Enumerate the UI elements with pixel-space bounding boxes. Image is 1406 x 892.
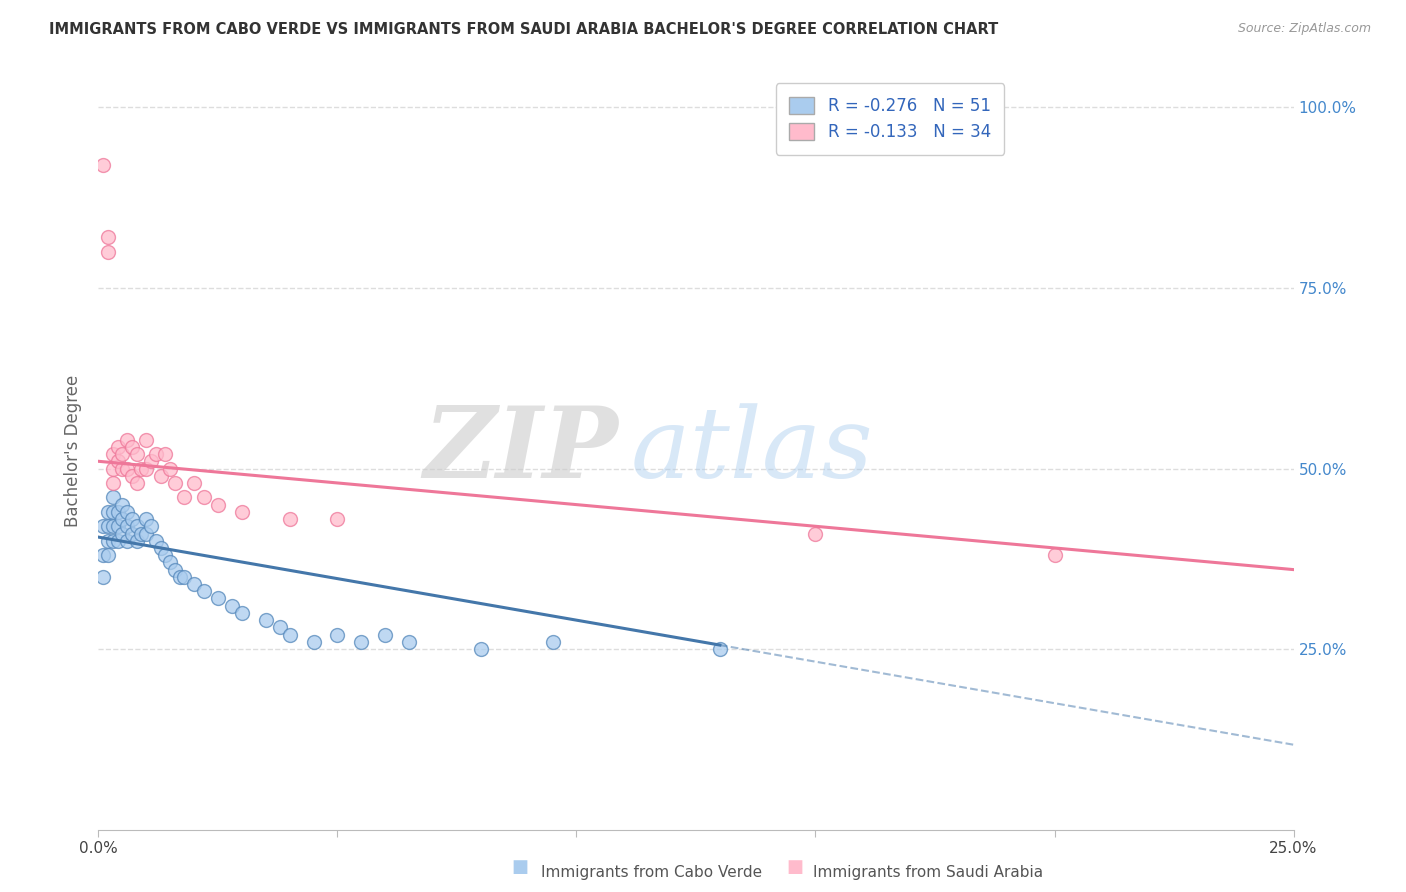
- Text: IMMIGRANTS FROM CABO VERDE VS IMMIGRANTS FROM SAUDI ARABIA BACHELOR'S DEGREE COR: IMMIGRANTS FROM CABO VERDE VS IMMIGRANTS…: [49, 22, 998, 37]
- Point: [278, 512, 301, 526]
- Point: [121, 512, 143, 526]
- Point: [139, 519, 162, 533]
- Point: [163, 475, 186, 490]
- Point: [125, 519, 148, 533]
- Point: [183, 577, 205, 591]
- Point: [269, 620, 291, 634]
- Point: [121, 526, 143, 541]
- Point: [121, 468, 143, 483]
- Point: [91, 158, 114, 172]
- Point: [1043, 548, 1066, 562]
- Point: [374, 627, 396, 641]
- Point: [231, 505, 253, 519]
- Point: [139, 454, 162, 468]
- Point: [131, 461, 153, 475]
- Point: [115, 533, 138, 548]
- Point: [135, 461, 157, 475]
- Point: [101, 533, 124, 548]
- Text: Immigrants from Saudi Arabia: Immigrants from Saudi Arabia: [813, 865, 1043, 880]
- Text: Immigrants from Cabo Verde: Immigrants from Cabo Verde: [541, 865, 762, 880]
- Point: [107, 533, 129, 548]
- Point: [91, 570, 114, 584]
- Point: [159, 555, 181, 569]
- Text: ZIP: ZIP: [423, 402, 619, 499]
- Point: [97, 519, 120, 533]
- Point: [91, 548, 114, 562]
- Point: [709, 642, 731, 657]
- Point: [125, 533, 148, 548]
- Point: [135, 526, 157, 541]
- Point: [101, 491, 124, 505]
- Point: [804, 526, 827, 541]
- Text: Source: ZipAtlas.com: Source: ZipAtlas.com: [1237, 22, 1371, 36]
- Point: [173, 491, 195, 505]
- Point: [159, 461, 181, 475]
- Point: [398, 635, 420, 649]
- Point: [97, 230, 120, 244]
- Point: [111, 447, 134, 461]
- Text: atlas: atlas: [630, 403, 873, 498]
- Point: [91, 519, 114, 533]
- Point: [115, 461, 138, 475]
- Point: [101, 519, 124, 533]
- Point: [145, 533, 167, 548]
- Point: [169, 570, 191, 584]
- Point: [149, 541, 172, 555]
- Point: [107, 505, 129, 519]
- Point: [101, 505, 124, 519]
- Point: [149, 468, 172, 483]
- Text: ■: ■: [512, 858, 529, 876]
- Point: [101, 461, 124, 475]
- Point: [125, 447, 148, 461]
- Point: [221, 599, 243, 613]
- Point: [125, 475, 148, 490]
- Point: [107, 454, 129, 468]
- Point: [470, 642, 492, 657]
- Point: [193, 584, 215, 599]
- Point: [97, 533, 120, 548]
- Point: [97, 244, 120, 259]
- Point: [163, 563, 186, 577]
- Point: [302, 635, 325, 649]
- Point: [254, 613, 277, 627]
- Text: ■: ■: [786, 858, 803, 876]
- Point: [541, 635, 564, 649]
- Point: [111, 498, 134, 512]
- Point: [326, 627, 349, 641]
- Point: [193, 491, 215, 505]
- Point: [173, 570, 195, 584]
- Point: [135, 433, 157, 447]
- Point: [131, 526, 153, 541]
- Point: [101, 475, 124, 490]
- Point: [97, 548, 120, 562]
- Point: [115, 519, 138, 533]
- Point: [326, 512, 349, 526]
- Point: [135, 512, 157, 526]
- Point: [115, 505, 138, 519]
- Point: [183, 475, 205, 490]
- Legend: R = -0.276   N = 51, R = -0.133   N = 34: R = -0.276 N = 51, R = -0.133 N = 34: [776, 84, 1004, 155]
- Point: [231, 606, 253, 620]
- Point: [111, 461, 134, 475]
- Point: [115, 433, 138, 447]
- Point: [111, 526, 134, 541]
- Y-axis label: Bachelor's Degree: Bachelor's Degree: [65, 375, 83, 526]
- Point: [97, 505, 120, 519]
- Point: [207, 498, 229, 512]
- Point: [101, 447, 124, 461]
- Point: [107, 519, 129, 533]
- Point: [278, 627, 301, 641]
- Point: [121, 440, 143, 454]
- Point: [155, 447, 177, 461]
- Point: [207, 591, 229, 606]
- Point: [111, 512, 134, 526]
- Point: [145, 447, 167, 461]
- Point: [155, 548, 177, 562]
- Point: [107, 440, 129, 454]
- Point: [350, 635, 373, 649]
